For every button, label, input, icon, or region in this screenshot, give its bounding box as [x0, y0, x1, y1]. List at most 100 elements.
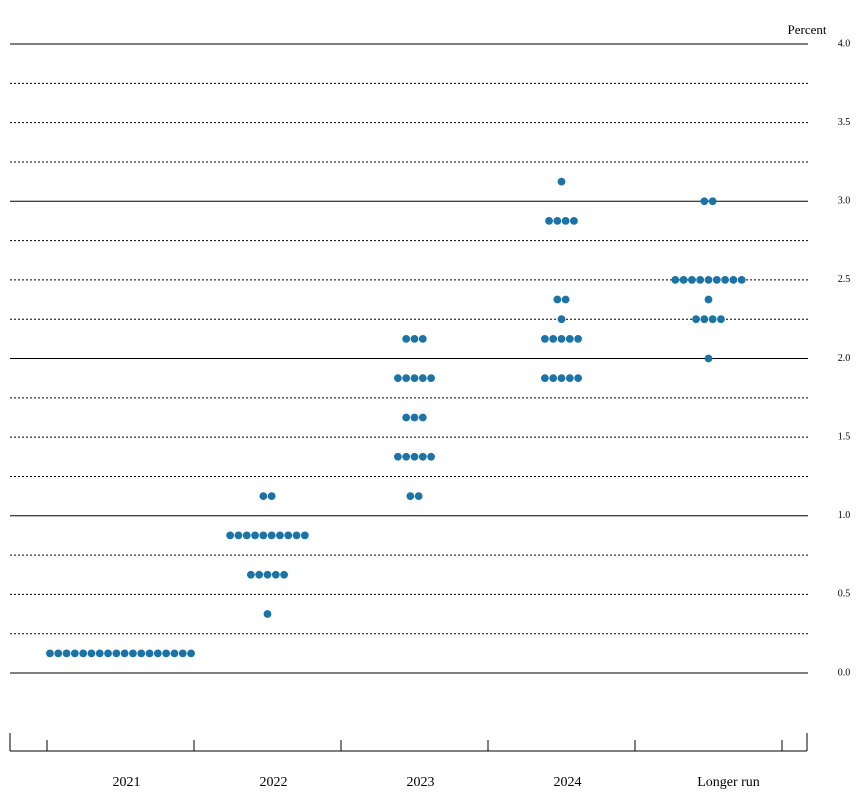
y-axis-label: Percent: [788, 22, 827, 37]
dot: [242, 531, 251, 540]
dot: [153, 649, 162, 658]
dot: [696, 275, 705, 284]
dot: [679, 275, 688, 284]
dot: [418, 374, 427, 383]
dot: [259, 492, 268, 500]
dot: [553, 295, 562, 304]
dot: [692, 315, 700, 324]
y-tick-label: 3.5: [838, 117, 851, 128]
y-tick-label: 0.0: [838, 667, 851, 678]
dot: [418, 452, 427, 461]
dot: [557, 177, 566, 186]
y-tick-label: 1.0: [838, 510, 851, 521]
dot: [137, 649, 146, 658]
dot: [541, 374, 549, 383]
dot: [574, 374, 582, 383]
dot: [300, 531, 309, 540]
dot: [62, 649, 71, 658]
dot: [46, 649, 54, 658]
dot: [70, 649, 79, 658]
dot: [688, 275, 696, 284]
dot: [267, 531, 276, 540]
dot: [427, 374, 435, 383]
dot: [120, 649, 129, 658]
x-tick-label: Longer run: [697, 775, 760, 790]
dot: [561, 295, 570, 304]
dot: [553, 217, 562, 225]
dot: [226, 531, 235, 540]
y-tick-label: 3.0: [838, 196, 851, 207]
dot: [402, 452, 411, 461]
dot: [717, 315, 725, 324]
y-tick-label: 2.5: [838, 274, 851, 285]
dot: [737, 275, 746, 284]
dot: [178, 649, 187, 658]
dot: [557, 315, 566, 324]
dot: [402, 413, 411, 422]
dot: [708, 197, 717, 206]
dot: [549, 334, 558, 343]
dot: [54, 649, 63, 658]
dot: [410, 413, 419, 422]
dot: [549, 374, 558, 383]
dot: [574, 334, 582, 343]
dot: [402, 374, 411, 383]
dot: [402, 334, 411, 343]
y-tick-label: 4.0: [838, 38, 851, 49]
y-tick-label: 0.5: [838, 589, 851, 600]
dot: [271, 570, 280, 579]
dot: [721, 275, 729, 284]
dot: [112, 649, 121, 658]
dot: [276, 531, 284, 540]
dot: [410, 334, 419, 343]
dot: [541, 334, 549, 343]
dot: [187, 649, 195, 658]
dot: [145, 649, 154, 658]
dot: [557, 334, 566, 343]
dot: [418, 413, 427, 422]
dot: [570, 217, 578, 225]
dot: [104, 649, 112, 658]
dot: [704, 354, 713, 363]
x-tick-label: 2022: [260, 775, 288, 790]
dot: [414, 492, 423, 500]
dot: [284, 531, 293, 540]
dot: [263, 610, 272, 618]
dot: [79, 649, 88, 658]
dot: [162, 649, 171, 658]
dot: [712, 275, 721, 284]
dot: [418, 334, 427, 343]
dot: [545, 217, 553, 225]
dot: [704, 275, 713, 284]
x-tick-label: 2024: [554, 775, 582, 790]
dot: [129, 649, 137, 658]
dot: [704, 295, 713, 304]
dot: [394, 374, 402, 383]
dot: [263, 570, 272, 579]
dot: [410, 374, 419, 383]
dot: [561, 217, 570, 225]
dot: [729, 275, 738, 284]
dot: [87, 649, 96, 658]
dot: [247, 570, 255, 579]
dot: [267, 492, 276, 500]
dot: [170, 649, 179, 658]
dot: [406, 492, 415, 500]
dot: [95, 649, 104, 658]
dot: [708, 315, 717, 324]
dot: [251, 531, 259, 540]
dot: [255, 570, 264, 579]
dot: [234, 531, 243, 540]
dot: [671, 275, 680, 284]
dot: [292, 531, 301, 540]
x-tick-label: 2021: [113, 775, 141, 790]
x-tick-label: 2023: [407, 775, 435, 790]
dot: [557, 374, 566, 383]
dot: [700, 197, 709, 206]
dot: [280, 570, 288, 579]
dot: [565, 334, 574, 343]
dot: [394, 452, 402, 461]
dot: [700, 315, 709, 324]
dot: [565, 374, 574, 383]
